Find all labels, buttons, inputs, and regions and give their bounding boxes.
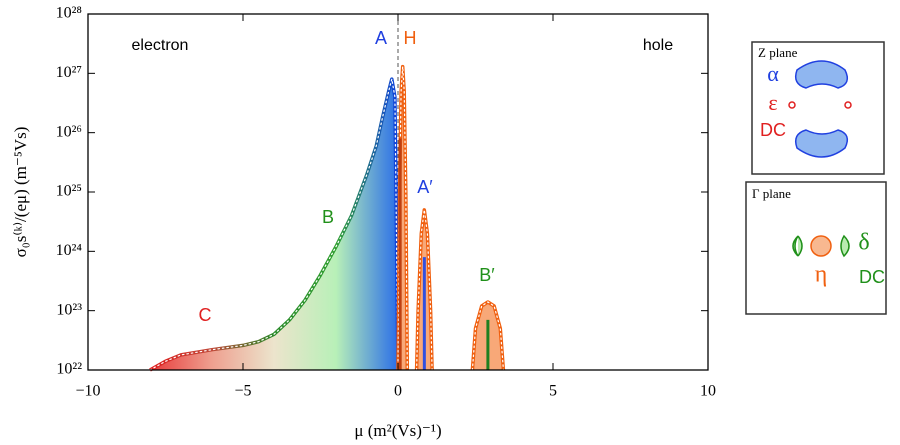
series-dots — [416, 209, 433, 371]
series-line — [149, 77, 400, 372]
pocket — [810, 235, 832, 257]
inset-label: DC — [859, 267, 885, 287]
annotation: hole — [643, 37, 673, 54]
pocket — [840, 234, 850, 258]
pocket — [844, 101, 852, 109]
inset-label: η — [815, 262, 828, 288]
y-tick-label: 10²⁵ — [56, 183, 82, 200]
y-tick-label: 10²⁸ — [56, 5, 82, 22]
pocket — [788, 101, 796, 109]
y-tick-label: 10²⁶ — [56, 123, 82, 140]
x-tick-label: 5 — [549, 383, 557, 400]
annotation: H — [404, 28, 417, 48]
annotation: B — [322, 207, 334, 227]
inset-label: α — [767, 61, 779, 86]
annotation: A — [375, 28, 387, 48]
inset-label: δ — [858, 230, 869, 256]
x-tick-label: 10 — [700, 383, 716, 400]
y-tick-label: 10²² — [56, 361, 82, 378]
inset-label: DC — [760, 120, 786, 140]
pocket — [792, 235, 803, 257]
y-tick-label: 10²⁷ — [56, 64, 82, 81]
area — [150, 79, 398, 370]
y-tick-label: 10²³ — [56, 301, 82, 318]
inset-label: ε — [768, 90, 777, 115]
x-tick-label: −5 — [234, 383, 251, 400]
annotation: C — [199, 305, 212, 325]
x-tick-label: −10 — [75, 383, 100, 400]
pocket — [794, 129, 849, 158]
annotation: B′ — [479, 265, 495, 285]
x-tick-label: 0 — [394, 383, 402, 400]
inset-title: Γ plane — [752, 186, 791, 201]
series-dots — [471, 301, 504, 371]
x-axis-label: μ (m²(Vs)⁻¹) — [354, 421, 441, 440]
annotation: A′ — [417, 177, 433, 197]
series-dots — [397, 66, 408, 371]
inset-title: Z plane — [758, 45, 798, 60]
plot: 10²² 10²³ 10²⁴ 10²⁵ 10²⁶ 10²⁷ 10²⁸ −10 −5 0 5 10 ele… — [56, 5, 716, 400]
inset-gamma: Γ plane δ η DC — [745, 181, 887, 315]
pocket — [794, 60, 849, 89]
inset-z: Z plane α ε DC — [751, 41, 885, 175]
y-axis-label: σ₀s⁽ᵏ⁾/(eμ) (m⁻⁵Vs) — [11, 127, 30, 258]
annotation: electron — [132, 37, 189, 54]
y-tick-label: 10²⁴ — [56, 242, 83, 259]
